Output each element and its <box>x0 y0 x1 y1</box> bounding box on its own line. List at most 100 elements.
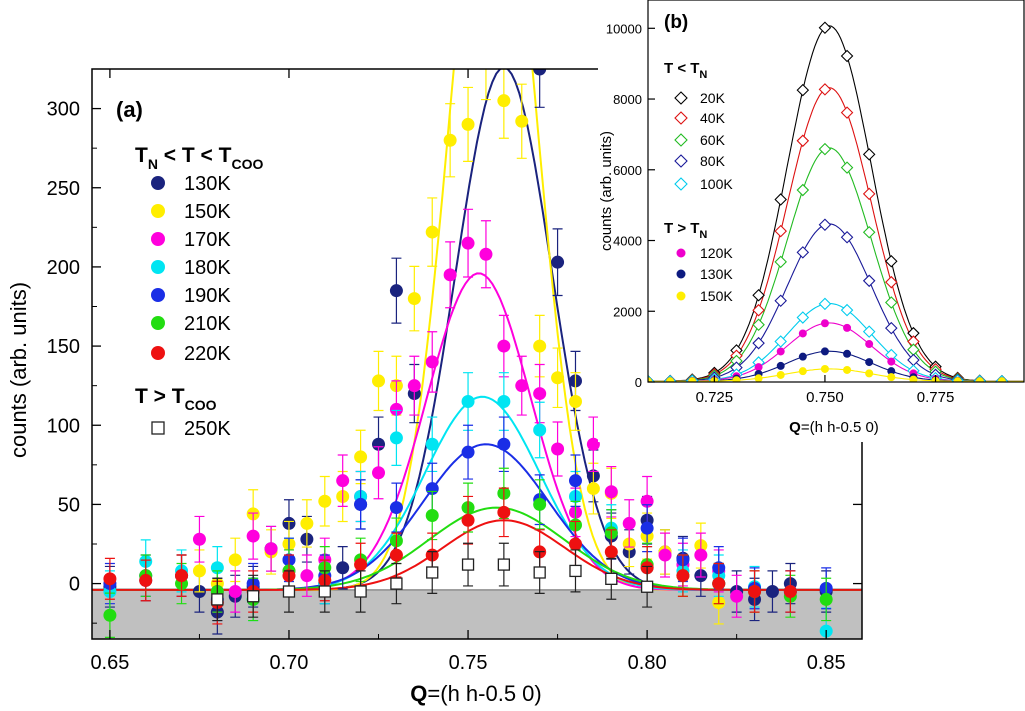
legend-marker-180K <box>151 260 165 274</box>
data-point-180K <box>533 423 547 437</box>
data-point-170K <box>300 569 314 583</box>
data-point-170K <box>497 339 511 353</box>
inset-data-point-100K <box>862 325 876 338</box>
data-point-170K <box>533 387 547 401</box>
inset-data-point-40K <box>752 303 765 317</box>
inset-data-point-20K <box>818 21 832 35</box>
main-x-tick-label: 0.70 <box>270 652 309 674</box>
main-x-tick-label: 0.85 <box>807 652 846 674</box>
data-point-220K <box>139 573 153 587</box>
inset-data-point-100K <box>840 303 854 317</box>
main-x-tick-label: 0.75 <box>449 652 488 674</box>
legend-label-210K: 210K <box>184 313 231 335</box>
inset-panel-label: (b) <box>664 12 688 33</box>
data-point-250K <box>640 580 654 593</box>
main-y-tick-label: 0 <box>69 574 80 596</box>
data-point-250K <box>569 564 582 578</box>
legend-marker-170K <box>151 232 165 246</box>
inset-data-point-150K <box>798 367 807 376</box>
data-point-130K <box>533 69 547 76</box>
legend-label-190K: 190K <box>184 285 231 307</box>
data-point-170K <box>336 474 350 488</box>
data-point-150K <box>479 55 492 68</box>
inset-legend-marker-20K <box>674 91 688 105</box>
inset-legend-header-below-tn: T < TN <box>664 60 707 81</box>
inset-y-tick-label: 6000 <box>613 163 642 178</box>
inset-data-point-150K <box>865 369 874 378</box>
inset-legend-label-80K: 80K <box>700 153 726 169</box>
inset-data-point-20K <box>752 288 765 302</box>
data-point-150K <box>497 94 511 108</box>
data-point-180K <box>389 431 403 445</box>
data-point-170K <box>551 442 565 456</box>
main-y-tick-label: 100 <box>47 415 80 437</box>
data-point-250K <box>605 572 618 585</box>
legend-header-t-above-tcoo: T > TCOO <box>135 385 217 413</box>
data-point-170K <box>407 379 421 393</box>
inset-data-point-20K <box>774 193 787 206</box>
data-point-220K <box>103 572 117 586</box>
main-y-tick-label: 50 <box>58 494 80 516</box>
inset-legend-label-150K: 150K <box>700 288 733 304</box>
data-point-170K <box>694 548 708 562</box>
inset-data-point-80K <box>885 321 898 335</box>
inset-data-point-120K <box>887 357 896 366</box>
data-point-130K <box>336 561 350 575</box>
inset-data-point-80K <box>752 336 765 350</box>
data-point-180K <box>461 395 475 408</box>
main-legend: TN < T < TCOO T > TCOO 130K 150K 170K 180K 1… <box>135 144 263 440</box>
inset-x-tick-label: 0.725 <box>696 389 734 406</box>
main-background-level <box>92 589 862 639</box>
inset-data-point-80K <box>796 246 810 259</box>
data-point-170K <box>246 529 260 543</box>
inset-x-tick-label: 0.775 <box>917 389 955 406</box>
legend-label-150K: 150K <box>184 201 231 223</box>
inset-data-point-150K <box>732 376 741 382</box>
inset-data-point-120K <box>798 329 807 338</box>
data-point-210K <box>533 497 547 511</box>
data-point-150K <box>300 516 314 530</box>
data-point-190K <box>497 437 511 451</box>
main-y-tick-label: 200 <box>47 257 80 279</box>
legend-marker-150K <box>151 204 165 218</box>
inset-legend: T < TN T > TN 20K 40K 60K 80K 100K 120K 130K 15… <box>664 60 733 304</box>
data-point-150K <box>551 371 565 385</box>
data-point-250K <box>247 590 260 603</box>
inset-legend-label-20K: 20K <box>700 90 726 106</box>
inset-y-tick-label: 0 <box>635 375 642 390</box>
legend-marker-130K <box>151 176 165 190</box>
data-point-220K <box>712 577 726 591</box>
data-point-170K <box>586 437 600 451</box>
inset-legend-label-60K: 60K <box>700 132 726 148</box>
data-point-210K <box>425 509 439 522</box>
inset-legend-header-above-tn: T > TN <box>664 220 707 241</box>
inset-data-point-130K <box>776 361 785 370</box>
data-point-220K <box>568 537 582 551</box>
data-point-220K <box>461 513 475 527</box>
data-point-220K <box>783 585 797 598</box>
data-point-170K <box>461 236 475 250</box>
data-point-190K <box>461 445 475 459</box>
inset-data-point-150K <box>909 375 918 382</box>
inset-chart: 0.725 0.750 0.775 0 2000 4000 6000 8000 10000 (b… <box>598 0 1025 442</box>
data-point-220K <box>604 545 618 559</box>
data-point-170K <box>515 379 529 393</box>
inset-legend-marker-120K <box>676 248 686 258</box>
inset-data-point-20K <box>796 83 810 97</box>
data-point-220K <box>354 558 368 572</box>
main-x-axis-label: Q=(h h-0.5 0) <box>410 681 541 706</box>
inset-data-point-60K <box>840 161 854 174</box>
inset-data-point-150K <box>776 370 785 379</box>
legend-label-180K: 180K <box>184 257 231 279</box>
data-point-170K <box>425 355 439 369</box>
legend-marker-190K <box>151 288 165 302</box>
data-point-210K <box>819 592 833 606</box>
inset-legend-label-130K: 130K <box>700 266 733 282</box>
inset-legend-marker-150K <box>676 291 686 301</box>
inset-data-point-80K <box>840 230 854 244</box>
data-point-150K <box>192 564 206 578</box>
inset-data-point-150K <box>754 374 763 382</box>
inset-x-axis-label: Q=(h h-0.5 0) <box>789 419 879 436</box>
inset-data-point-120K <box>843 323 852 332</box>
inset-y-tick-label: 2000 <box>613 304 642 319</box>
